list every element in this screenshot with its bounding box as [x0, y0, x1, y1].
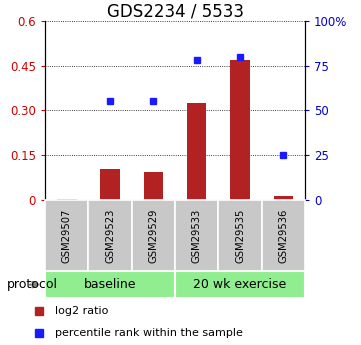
Bar	[230, 60, 250, 200]
Bar	[45, 200, 88, 271]
Bar	[88, 200, 132, 271]
Bar	[262, 200, 305, 271]
Bar	[132, 200, 175, 271]
Text: GSM29507: GSM29507	[62, 208, 72, 263]
Text: GSM29535: GSM29535	[235, 208, 245, 263]
Bar	[45, 271, 175, 298]
Text: protocol: protocol	[7, 278, 58, 291]
Text: GSM29536: GSM29536	[278, 208, 288, 263]
Bar	[100, 169, 120, 200]
Text: GSM29529: GSM29529	[148, 208, 158, 263]
Bar	[175, 200, 218, 271]
Bar	[175, 271, 305, 298]
Text: log2 ratio: log2 ratio	[55, 306, 109, 316]
Bar	[274, 196, 293, 200]
Bar	[218, 200, 262, 271]
Bar	[144, 172, 163, 200]
Text: percentile rank within the sample: percentile rank within the sample	[55, 328, 243, 338]
Text: 20 wk exercise: 20 wk exercise	[193, 278, 287, 291]
Bar	[187, 103, 206, 200]
Bar	[57, 199, 77, 200]
Text: baseline: baseline	[84, 278, 136, 291]
Text: GSM29523: GSM29523	[105, 208, 115, 263]
Text: GSM29533: GSM29533	[192, 208, 202, 263]
Title: GDS2234 / 5533: GDS2234 / 5533	[106, 2, 244, 21]
